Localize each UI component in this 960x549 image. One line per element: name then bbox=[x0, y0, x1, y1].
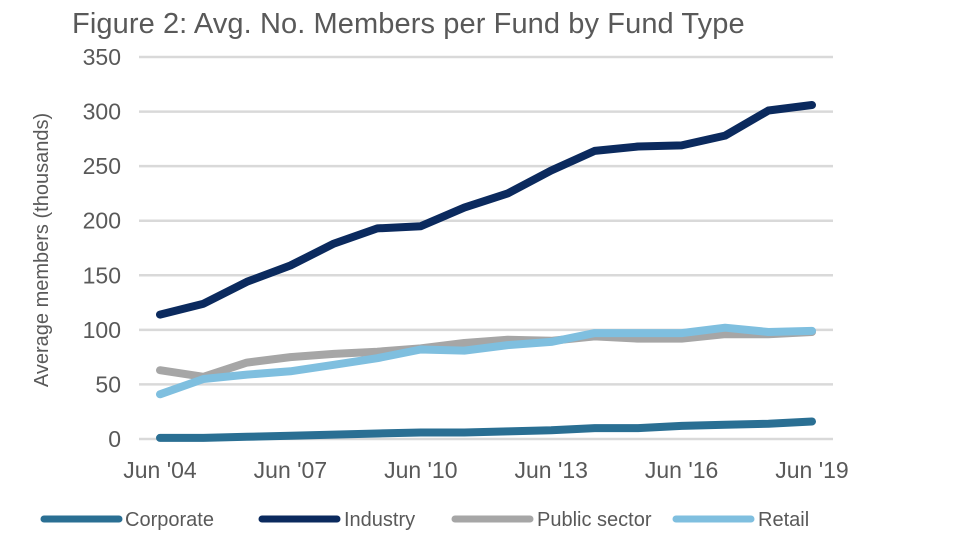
legend-item-corporate: Corporate bbox=[40, 509, 214, 531]
legend-label: Industry bbox=[344, 509, 415, 531]
y-tick-label: 200 bbox=[83, 208, 121, 234]
legend-label: Retail bbox=[758, 509, 809, 531]
series-line-retail bbox=[156, 323, 816, 399]
y-tick-label: 50 bbox=[95, 371, 121, 397]
legend: Corporate Industry Public sector Retail bbox=[40, 509, 809, 531]
y-tick-label: 250 bbox=[83, 153, 121, 179]
legend-label: Public sector bbox=[537, 509, 652, 531]
series-lines bbox=[156, 101, 816, 442]
y-tick-label: 150 bbox=[83, 262, 121, 288]
legend-item-retail: Retail bbox=[672, 509, 809, 531]
y-tick-label: 100 bbox=[83, 317, 121, 343]
series-line-corporate bbox=[156, 417, 816, 442]
x-axis-ticks: Jun '04 Jun '07 Jun '10 Jun '13 Jun '16 Jun '… bbox=[123, 457, 848, 483]
y-tick-label: 300 bbox=[83, 99, 121, 125]
y-tick-label: 0 bbox=[108, 426, 121, 452]
legend-label: Corporate bbox=[125, 509, 214, 531]
series-line-industry bbox=[156, 101, 816, 319]
x-tick-label: Jun '16 bbox=[645, 457, 718, 483]
x-tick-label: Jun '04 bbox=[123, 457, 197, 483]
y-axis-label: Average members (thousands) bbox=[31, 113, 53, 387]
x-tick-label: Jun '13 bbox=[514, 457, 587, 483]
y-axis-ticks: 0 50 100 150 200 250 300 350 bbox=[83, 44, 121, 452]
gridlines bbox=[139, 55, 833, 441]
x-tick-label: Jun '19 bbox=[775, 457, 848, 483]
chart-title: Figure 2: Avg. No. Members per Fund by F… bbox=[72, 8, 745, 40]
x-tick-label: Jun '10 bbox=[384, 457, 457, 483]
x-tick-label: Jun '07 bbox=[254, 457, 327, 483]
y-tick-label: 350 bbox=[83, 44, 121, 70]
series-line-public-sector bbox=[156, 328, 816, 381]
legend-item-industry: Industry bbox=[258, 509, 415, 531]
legend-item-public-sector: Public sector bbox=[451, 509, 652, 531]
